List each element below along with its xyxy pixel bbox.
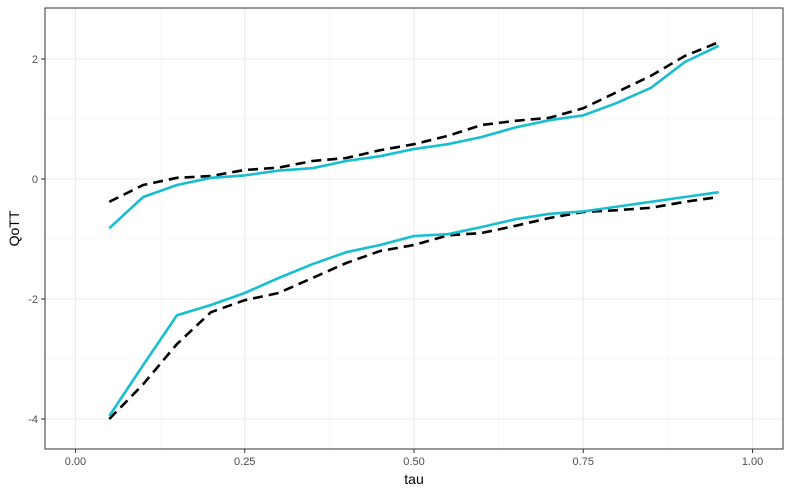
- series-layer: [108, 40, 720, 420]
- dashed-series-line-0: [108, 40, 720, 203]
- x-tick-label: 1.00: [742, 456, 763, 468]
- y-axis-title: QoTT: [6, 210, 22, 246]
- dashed-series-line-2: [108, 195, 719, 420]
- major-gridlines: [45, 8, 783, 449]
- x-tick-label: 0.00: [65, 456, 86, 468]
- x-tick-label: 0.75: [573, 456, 594, 468]
- x-axis-title: tau: [404, 471, 423, 487]
- x-tick-label: 0.50: [403, 456, 424, 468]
- x-tick-label: 0.25: [234, 456, 255, 468]
- y-tick-label: -2: [28, 294, 38, 306]
- solid-series-line-3: [108, 190, 719, 417]
- y-tick-label: 0: [32, 174, 38, 186]
- y-tick-label: 2: [32, 54, 38, 66]
- y-axis-ticks: -4 -2 0 2: [28, 54, 45, 426]
- y-tick-label: -4: [28, 414, 38, 426]
- solid-series-line-1: [108, 44, 720, 230]
- x-axis-ticks: 0.00 0.25 0.50 0.75 1.00: [65, 449, 763, 468]
